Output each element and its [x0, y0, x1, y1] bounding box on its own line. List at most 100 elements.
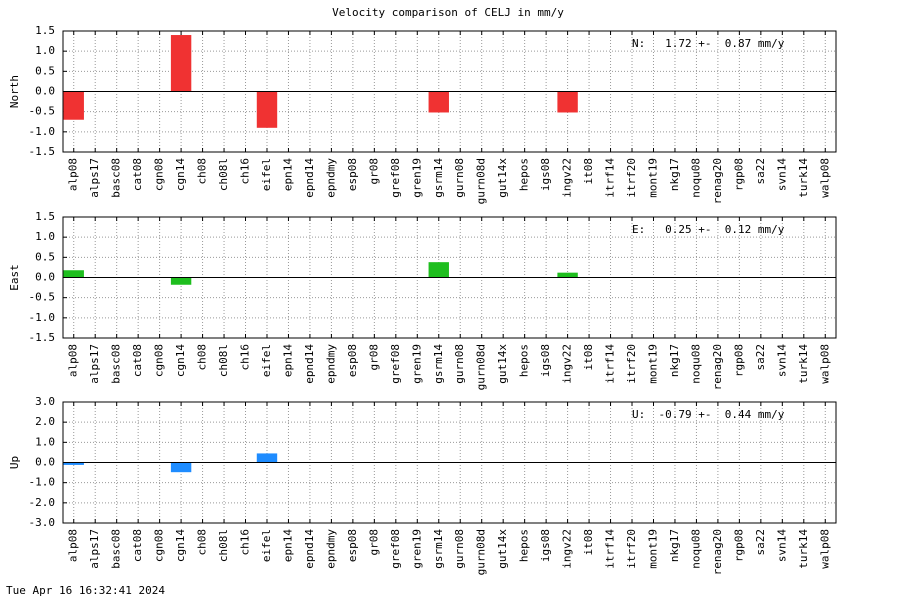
x-tick-label: ch16 [239, 158, 252, 185]
y-tick-label: 3.0 [35, 395, 55, 408]
bar [557, 91, 578, 113]
x-tick-label: itrf20 [625, 158, 638, 198]
x-tick-label: svn14 [775, 529, 788, 562]
x-tick-label: noqu08 [689, 344, 702, 384]
y-tick-label: -1.0 [29, 125, 56, 138]
x-tick-label: gren19 [410, 344, 423, 384]
x-tick-label: turk14 [797, 158, 810, 198]
x-tick-label: it08 [582, 344, 595, 371]
y-tick-label: 1.0 [35, 44, 55, 57]
x-tick-label: rgp08 [732, 158, 745, 191]
x-tick-label: walp08 [818, 529, 831, 569]
x-tick-label: renag20 [711, 529, 724, 575]
x-tick-label: it08 [582, 158, 595, 185]
x-tick-label: gurn08d [475, 529, 488, 575]
annotation: N: 1.72 +- 0.87 mm/y [632, 37, 785, 50]
y-tick-label: -1.0 [29, 311, 56, 324]
y-axis-label: North [8, 75, 21, 108]
x-tick-label: gut14x [496, 529, 509, 569]
x-tick-label: gref08 [389, 158, 402, 198]
x-tick-label: epnd14 [303, 158, 316, 198]
x-tick-label: ingv22 [561, 344, 574, 384]
x-tick-label: igs08 [539, 344, 552, 377]
x-tick-label: noqu08 [689, 158, 702, 198]
x-tick-label: gut14x [496, 158, 509, 198]
x-tick-label: renag20 [711, 158, 724, 204]
x-tick-label: nkg17 [668, 344, 681, 377]
x-tick-label: igs08 [539, 529, 552, 562]
x-tick-label: esp08 [346, 529, 359, 562]
y-tick-label: -1.0 [29, 476, 56, 489]
x-tick-label: noqu08 [689, 529, 702, 569]
x-tick-label: esp08 [346, 158, 359, 191]
x-tick-label: nkg17 [668, 158, 681, 191]
plot-frame [62, 216, 837, 339]
y-tick-label: 0.5 [35, 250, 55, 263]
x-tick-label: eifel [260, 529, 273, 562]
x-tick-label: epn14 [281, 529, 294, 562]
x-tick-label: walp08 [818, 158, 831, 198]
y-tick-label: 0.0 [35, 85, 55, 98]
bar [63, 462, 84, 465]
y-tick-label: 1.5 [35, 24, 55, 37]
x-tick-label: cgn14 [174, 158, 187, 191]
y-tick-label: -1.5 [29, 331, 56, 344]
x-tick-label: ch08 [196, 529, 209, 556]
x-tick-label: mont19 [646, 344, 659, 384]
bar [170, 462, 192, 473]
x-tick-label: ch08l [217, 344, 230, 377]
x-tick-label: gurn08 [453, 344, 466, 384]
x-tick-label: itrf20 [625, 529, 638, 569]
x-tick-label: hepos [518, 344, 531, 377]
x-tick-label: epndmy [324, 344, 337, 384]
x-tick-label: epn14 [281, 158, 294, 191]
x-tick-label: cat08 [131, 529, 144, 562]
x-tick-label: epndmy [324, 158, 337, 198]
x-tick-label: cgn08 [153, 158, 166, 191]
x-tick-label: epnd14 [303, 529, 316, 569]
x-tick-label: sa22 [754, 529, 767, 556]
x-tick-label: alp08 [67, 158, 80, 191]
x-tick-label: itrf14 [604, 529, 617, 569]
x-tick-label: gsrm14 [432, 158, 445, 198]
x-tick-label: gsrm14 [432, 344, 445, 384]
y-tick-label: -2.0 [29, 496, 56, 509]
annotation: U: -0.79 +- 0.44 mm/y [632, 408, 785, 421]
bar [63, 91, 84, 120]
x-tick-label: svn14 [775, 344, 788, 377]
y-axis-label: East [8, 264, 21, 291]
x-tick-label: alp08 [67, 529, 80, 562]
x-tick-label: gref08 [389, 529, 402, 569]
x-tick-label: alp08 [67, 344, 80, 377]
x-tick-label: turk14 [797, 344, 810, 384]
x-tick-label: gr08 [367, 158, 380, 185]
y-tick-label: -0.5 [29, 105, 56, 118]
x-tick-label: gref08 [389, 344, 402, 384]
plot-frame [62, 401, 837, 524]
bar [428, 91, 449, 113]
y-tick-label: -3.0 [29, 516, 56, 529]
x-tick-label: it08 [582, 529, 595, 556]
bar [63, 270, 84, 278]
y-tick-label: 1.0 [35, 230, 55, 243]
y-axis-label: Up [8, 456, 21, 469]
chart-title: Velocity comparison of CELJ in mm/y [332, 6, 564, 19]
x-tick-label: ch16 [239, 344, 252, 371]
x-tick-label: gren19 [410, 158, 423, 198]
x-tick-label: eifel [260, 344, 273, 377]
x-tick-label: alps17 [88, 344, 101, 384]
bar [256, 91, 278, 128]
x-tick-label: cgn14 [174, 344, 187, 377]
x-tick-label: gren19 [410, 529, 423, 569]
x-tick-label: alps17 [88, 158, 101, 198]
bar [256, 453, 278, 463]
x-tick-label: ch08l [217, 529, 230, 562]
bar [557, 272, 578, 278]
x-tick-label: gurn08 [453, 529, 466, 569]
x-tick-label: turk14 [797, 529, 810, 569]
x-tick-label: gurn08d [475, 344, 488, 390]
x-tick-label: basc08 [110, 344, 123, 384]
x-tick-label: nkg17 [668, 529, 681, 562]
